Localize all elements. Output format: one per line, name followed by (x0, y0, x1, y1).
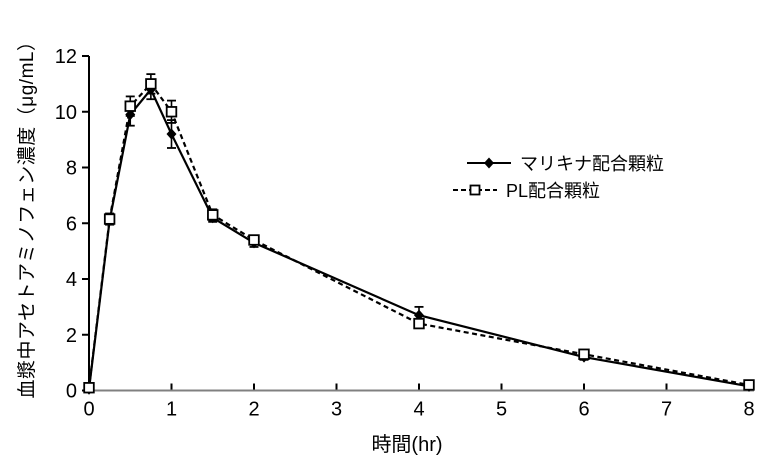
marker-square (103, 213, 116, 225)
y-tick-label: 2 (66, 325, 77, 347)
x-tick-label: 6 (578, 399, 589, 421)
y-tick-label: 0 (66, 381, 77, 403)
x-tick-label: 1 (166, 399, 177, 421)
x-tick-label: 0 (83, 399, 94, 421)
legend-label-pl: PL配合顆粒 (506, 181, 601, 201)
marker-square (124, 100, 136, 112)
solid-line-diamond-marker-icon (467, 157, 511, 169)
x-tick-label: 2 (248, 399, 259, 421)
marker-square (248, 234, 260, 246)
y-tick-label: 8 (66, 158, 77, 180)
marker-square (413, 317, 425, 330)
marker-square (743, 379, 755, 391)
marker-square (207, 209, 219, 221)
x-tick-label: 5 (496, 399, 507, 421)
x-tick-label: 4 (413, 399, 424, 421)
y-tick-label: 4 (66, 269, 77, 291)
legend-item-pl: PL配合顆粒 (452, 180, 601, 201)
dashed-line-square-marker-icon (453, 184, 497, 196)
y-tick-label: 6 (66, 213, 77, 235)
marker-diamond (414, 309, 424, 321)
marker-square (83, 382, 95, 394)
marker-square (145, 78, 157, 90)
y-tick-label: 10 (55, 102, 77, 124)
x-tick-label: 7 (661, 399, 672, 421)
series-line-1 (87, 82, 750, 388)
x-tick-label: 3 (331, 399, 342, 421)
marker-square (578, 348, 590, 360)
x-axis-title: 時間(hr) (371, 434, 443, 456)
series-line-0 (87, 87, 750, 390)
y-tick-label: 12 (55, 46, 77, 68)
x-tick-label: 8 (743, 399, 754, 421)
y-axis-title: 血漿中アセトアミノフェン濃度（μg/mL） (17, 31, 38, 399)
marker-diamond (166, 128, 177, 140)
legend-item-marikina: マリキナ配合顆粒 (466, 153, 664, 174)
legend-label-marikina: マリキナ配合顆粒 (520, 154, 664, 174)
marker-square (165, 106, 178, 118)
